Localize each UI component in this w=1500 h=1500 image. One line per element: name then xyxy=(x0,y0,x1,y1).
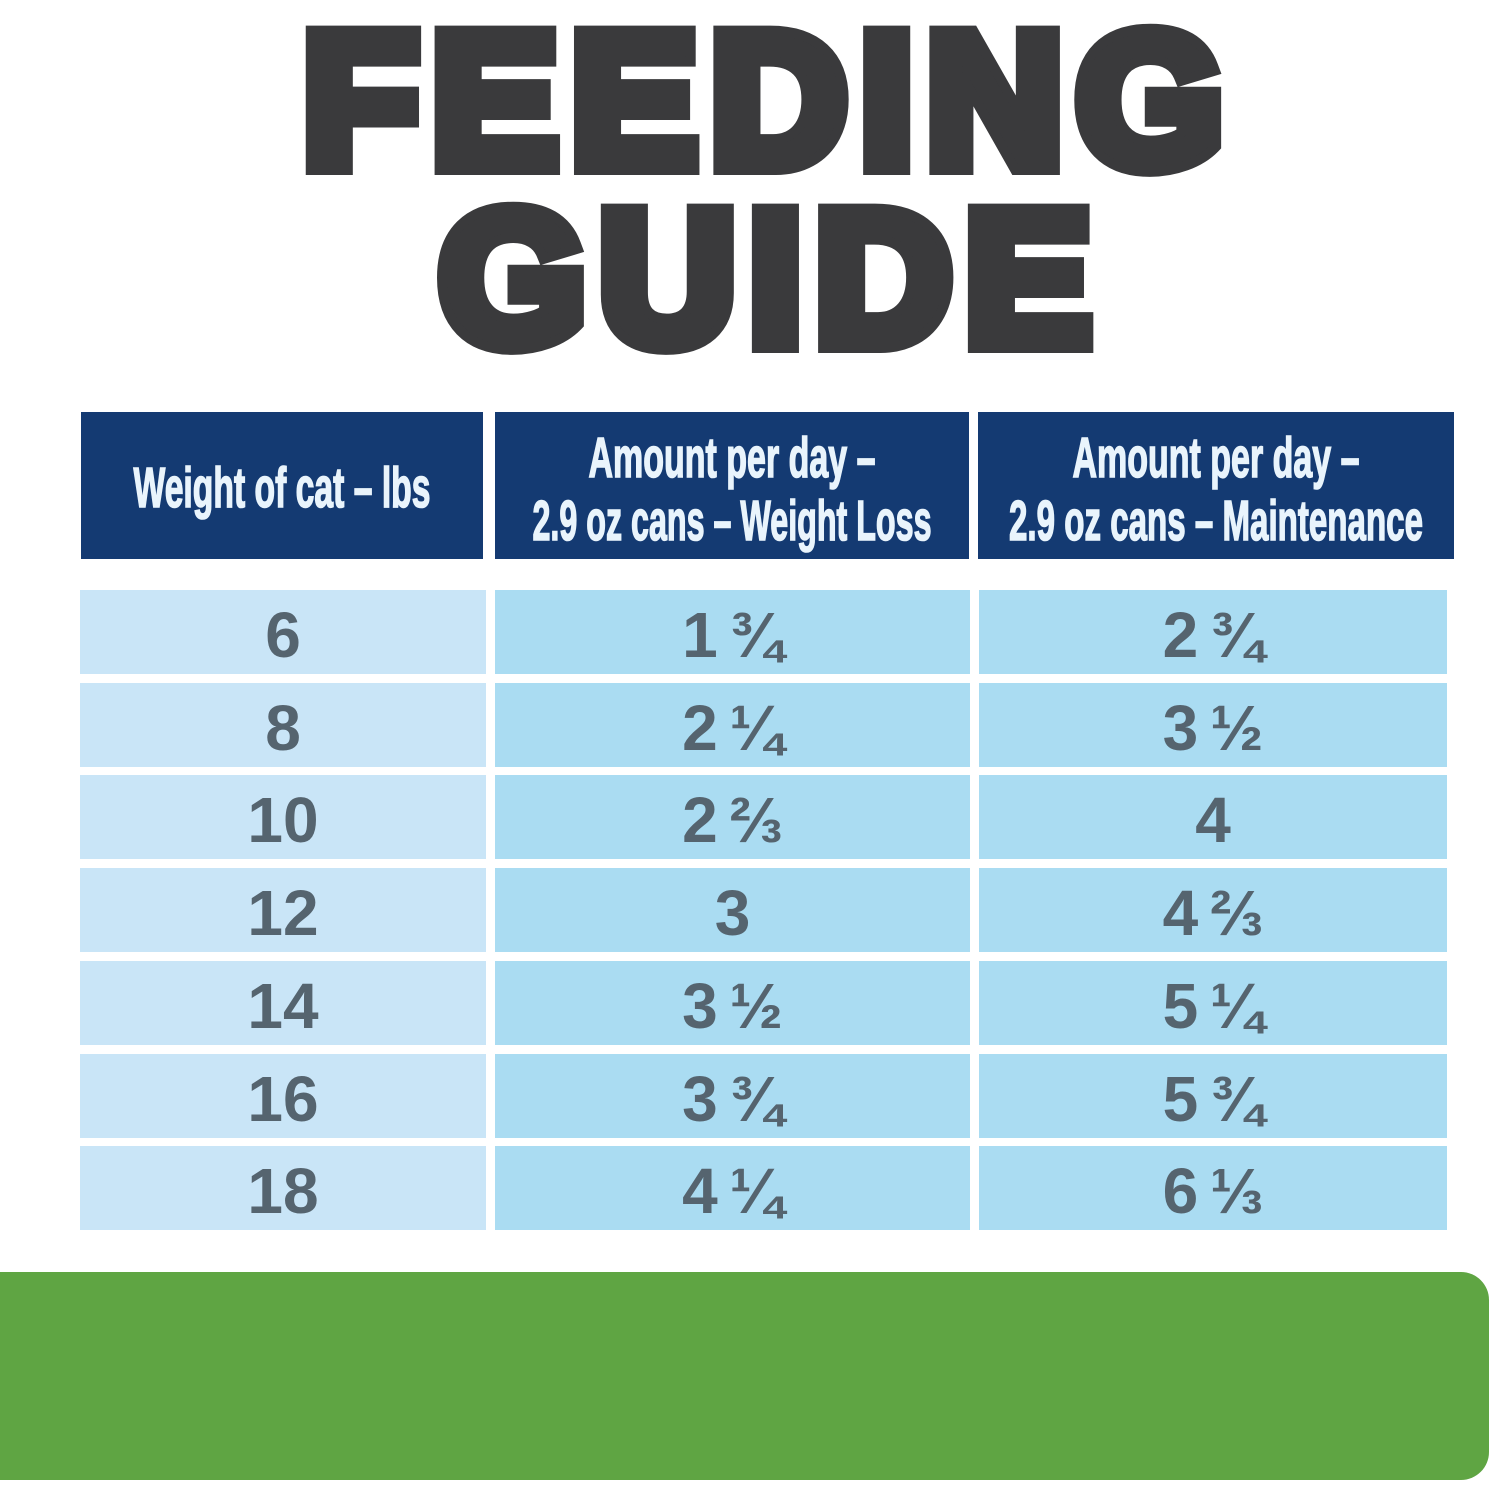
svg-text:FEEDING: FEEDING xyxy=(303,0,1237,205)
svg-text:GUIDE: GUIDE xyxy=(439,173,1104,383)
